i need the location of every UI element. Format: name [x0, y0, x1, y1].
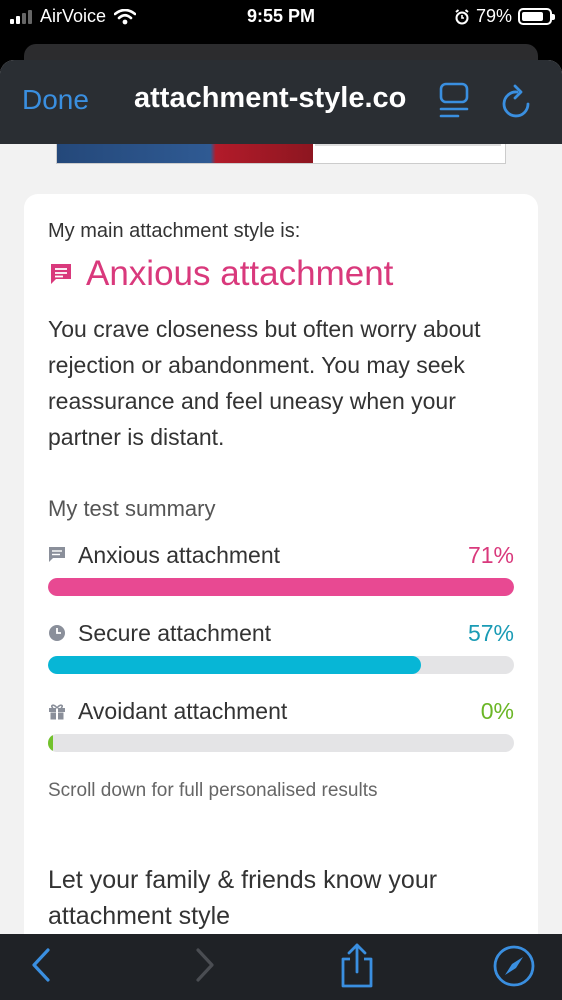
ad-banner[interactable] [56, 144, 506, 164]
summary-row-secure: Secure attachment 57% [48, 618, 514, 674]
carrier-group: AirVoice [10, 6, 137, 27]
compass-icon[interactable] [492, 944, 536, 988]
browser-toolbar [0, 934, 562, 1000]
carrier-label: AirVoice [40, 6, 107, 26]
summary-label: Anxious attachment [78, 541, 281, 568]
share-heading: Let your family & friends know your atta… [48, 866, 438, 930]
progress-track [48, 656, 514, 674]
reader-view-icon[interactable] [438, 82, 470, 120]
ad-divider [315, 144, 501, 146]
result-lead: My main attachment style is: [48, 220, 301, 242]
result-style-title: Anxious attachment [86, 254, 394, 293]
summary-percent: 57% [467, 619, 514, 646]
progress-bar [48, 578, 514, 596]
summary-percent: 71% [467, 541, 514, 568]
status-right: 79% [454, 6, 555, 27]
progress-bar [48, 656, 421, 674]
wifi-icon [114, 8, 137, 24]
signal-icon [10, 9, 32, 24]
result-style-heading: Anxious attachment [48, 254, 393, 294]
progress-track [48, 578, 514, 596]
battery-label: 79% [475, 6, 512, 26]
summary-row-anxious: Anxious attachment 71% [48, 540, 514, 596]
forward-icon[interactable] [190, 946, 218, 986]
result-card: My main attachment style is: Anxious att… [24, 194, 538, 934]
done-button[interactable]: Done [22, 84, 89, 115]
summary-heading: My test summary [48, 496, 216, 521]
result-description: You crave closeness but often worry abou… [48, 316, 481, 450]
progress-track [48, 734, 514, 752]
reload-icon[interactable] [500, 82, 534, 122]
summary-row-avoidant: Avoidant attachment 0% [48, 696, 514, 752]
clock-icon [49, 625, 65, 641]
summary-percent: 0% [480, 697, 514, 724]
ad-image [57, 144, 313, 163]
summary-label: Secure attachment [78, 619, 272, 646]
chat-icon [49, 547, 65, 562]
battery-icon [518, 8, 555, 25]
share-icon[interactable] [338, 942, 376, 990]
back-icon[interactable] [28, 946, 56, 986]
safari-view-sheet: Done attachment-style.co My main attachm… [0, 60, 562, 934]
clock: 9:55 PM [246, 6, 316, 26]
browser-nav-bar: Done attachment-style.co [0, 60, 562, 144]
chat-icon [51, 264, 71, 284]
progress-bar [48, 734, 53, 752]
summary-label: Avoidant attachment [78, 697, 288, 724]
gift-icon [49, 704, 65, 720]
url-title: attachment-style.co [134, 82, 407, 114]
status-bar: AirVoice 9:55 PM 79% [0, 0, 562, 34]
scroll-hint: Scroll down for full personalised result… [48, 780, 378, 801]
alarm-icon [455, 8, 469, 24]
